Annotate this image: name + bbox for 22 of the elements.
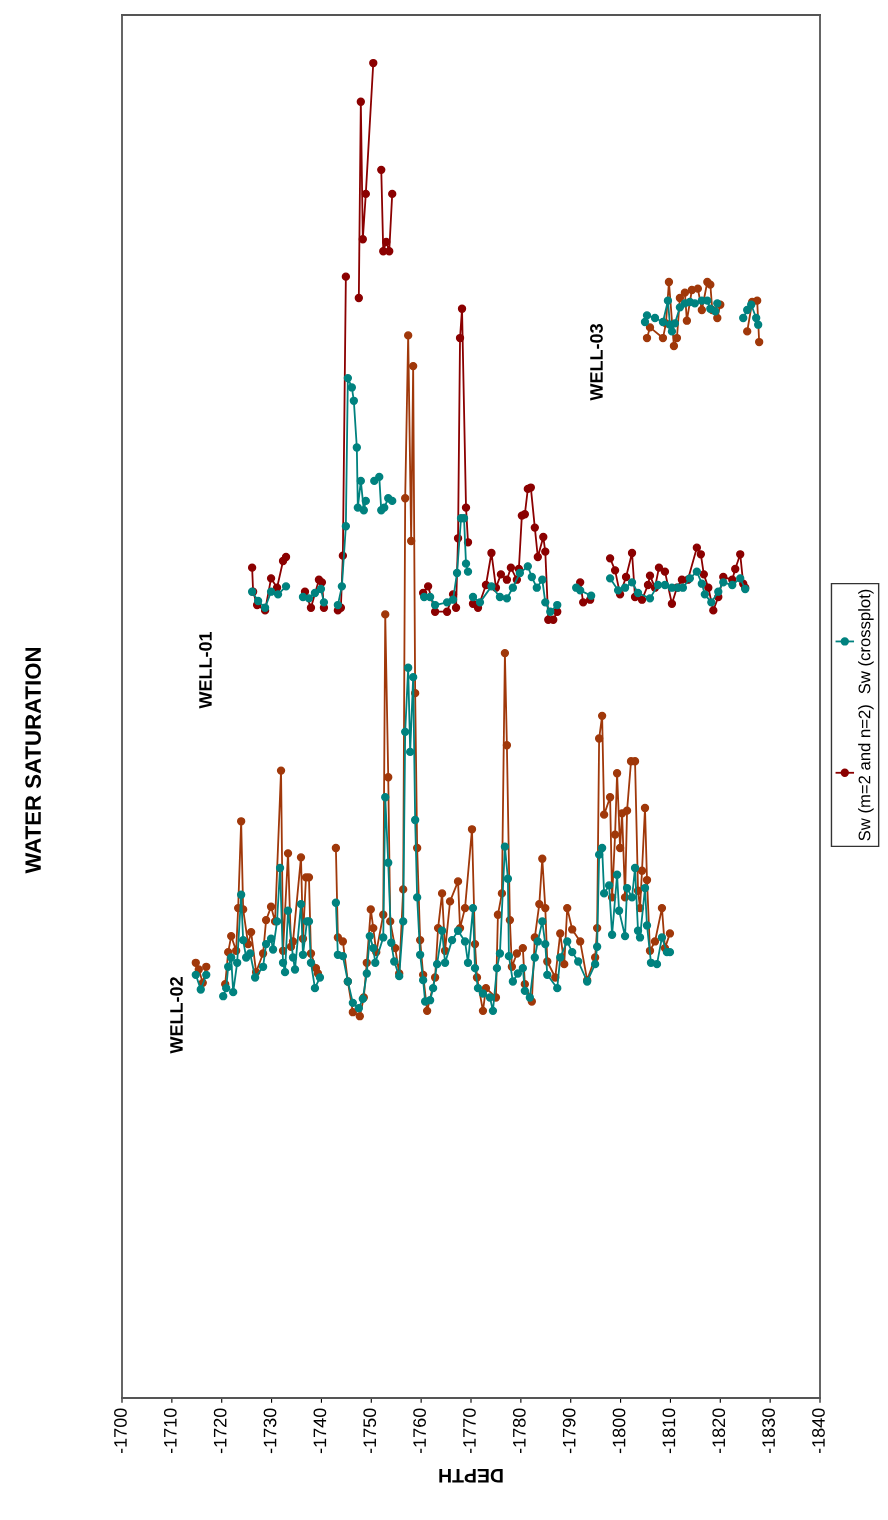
x-tick-label: -1770 bbox=[463, 1408, 476, 1454]
x-tick-label: -1760 bbox=[413, 1408, 426, 1454]
annotation: WELL-01 bbox=[199, 631, 212, 709]
x-tick-label: -1780 bbox=[512, 1408, 526, 1454]
x-tick-label: -1810 bbox=[662, 1408, 676, 1454]
x-tick-label: -1830 bbox=[762, 1408, 775, 1454]
x-axis-title: DEPTH bbox=[439, 1469, 503, 1483]
x-tick-label: -1730 bbox=[263, 1408, 277, 1454]
text: WATER SATURATION bbox=[25, 647, 41, 874]
legend-label: Sw (crossplot) bbox=[858, 589, 874, 694]
x-tick-label: -1790 bbox=[562, 1408, 576, 1454]
legend-label: Sw (m=2 and n=2) bbox=[858, 705, 874, 841]
x-tick-label: -1720 bbox=[213, 1408, 227, 1454]
x-tick-label: -1820 bbox=[712, 1408, 726, 1454]
x-tick-label: -1740 bbox=[313, 1408, 327, 1454]
x-tick-label: -1750 bbox=[363, 1408, 377, 1454]
annotation: WELL-02 bbox=[170, 977, 183, 1054]
x-tick-label: -1710 bbox=[163, 1408, 177, 1454]
x-tick-label: -1800 bbox=[612, 1408, 626, 1454]
x-tick-label: -1840 bbox=[812, 1408, 825, 1454]
annotation: WELL-03 bbox=[590, 324, 603, 401]
x-tick-label: -1700 bbox=[114, 1408, 127, 1454]
